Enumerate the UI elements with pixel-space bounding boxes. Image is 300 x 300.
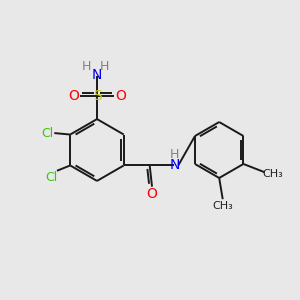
Text: Cl: Cl: [41, 127, 54, 140]
Text: O: O: [147, 187, 158, 201]
Text: O: O: [115, 89, 126, 103]
Text: CH₃: CH₃: [212, 201, 233, 211]
Text: S: S: [93, 89, 101, 103]
Text: H: H: [82, 60, 92, 73]
Text: H: H: [170, 148, 179, 161]
Text: CH₃: CH₃: [262, 169, 283, 179]
Text: N: N: [169, 158, 180, 172]
Text: O: O: [68, 89, 79, 103]
Text: H: H: [100, 60, 109, 73]
Text: N: N: [92, 68, 102, 82]
Text: Cl: Cl: [45, 171, 57, 184]
